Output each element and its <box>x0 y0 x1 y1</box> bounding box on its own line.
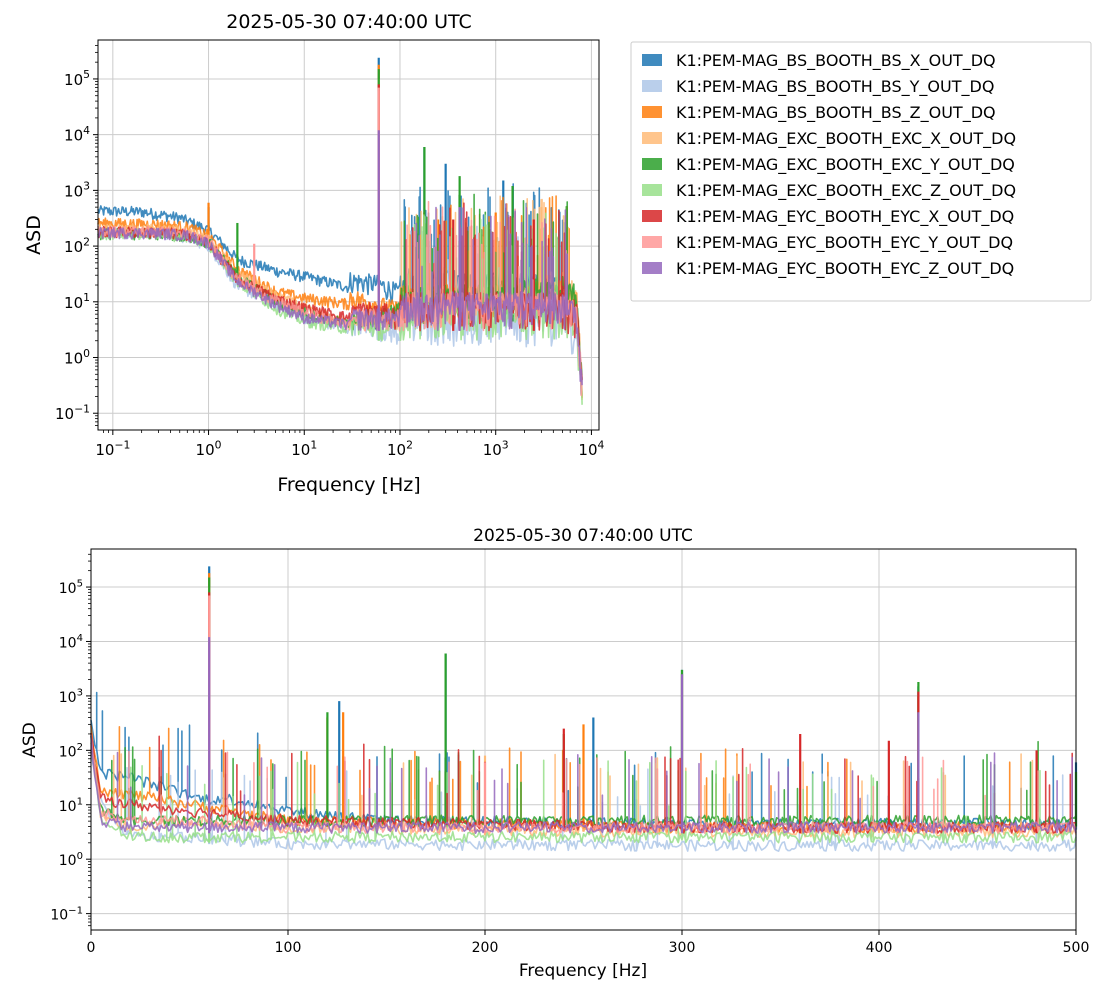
bottom-chart-y-ticks: 10−1 100 101 102 103 104 105 <box>50 553 91 927</box>
bottom-chart-x-ticks: 0 100 200 300 400 500 <box>87 930 1090 956</box>
legend-swatch <box>642 210 662 222</box>
top-chart: 2025-05-30 07:40:00 UTC 10−1 100 101 102 103… <box>23 11 605 496</box>
x-tick-label: 101 <box>291 438 317 459</box>
y-tick-label: 105 <box>59 579 83 597</box>
top-chart-xlabel: Frequency [Hz] <box>277 474 420 496</box>
y-tick-label: 101 <box>64 291 90 312</box>
legend-swatch <box>642 54 662 66</box>
top-chart-y-ticks: 10−1 100 101 102 103 104 105 <box>55 44 98 426</box>
top-chart-grid <box>98 40 599 430</box>
series-line <box>97 203 583 386</box>
legend-label: K1:PEM-MAG_BS_BOOTH_BS_X_OUT_DQ <box>676 51 996 71</box>
y-tick-label: 101 <box>59 796 83 814</box>
y-tick-label: 102 <box>64 235 90 256</box>
x-tick-label: 0 <box>87 940 96 956</box>
top-chart-title: 2025-05-30 07:40:00 UTC <box>226 11 472 33</box>
series-line <box>90 735 1077 834</box>
legend-swatch <box>642 132 662 144</box>
y-tick-label: 103 <box>64 180 90 201</box>
x-tick-label: 10−1 <box>95 438 130 459</box>
legend-label: K1:PEM-MAG_BS_BOOTH_BS_Y_OUT_DQ <box>676 77 994 97</box>
series-line <box>90 742 1077 844</box>
y-tick-label: 103 <box>59 688 83 706</box>
bottom-chart-xlabel: Frequency [Hz] <box>519 961 647 981</box>
y-tick-label: 104 <box>59 633 83 651</box>
legend-swatch <box>642 184 662 196</box>
bottom-chart-ylabel: ASD <box>20 722 40 758</box>
x-tick-label: 200 <box>472 940 499 956</box>
x-tick-label: 400 <box>866 940 893 956</box>
x-tick-label: 104 <box>578 438 604 459</box>
bottom-chart-title: 2025-05-30 07:40:00 UTC <box>473 526 693 546</box>
legend-frame <box>630 41 1092 302</box>
y-tick-label: 102 <box>59 742 83 760</box>
legend-label: K1:PEM-MAG_EXC_BOOTH_EXC_Y_OUT_DQ <box>676 155 1015 175</box>
x-tick-label: 300 <box>669 940 696 956</box>
x-tick-label: 100 <box>196 438 222 459</box>
top-chart-ylabel: ASD <box>23 215 45 255</box>
legend-swatch <box>642 236 662 248</box>
y-tick-label: 100 <box>64 347 90 368</box>
top-chart-series <box>97 57 583 405</box>
x-tick-label: 102 <box>387 438 413 459</box>
legend-swatch <box>642 262 662 274</box>
legend-label: K1:PEM-MAG_EYC_BOOTH_EYC_Z_OUT_DQ <box>676 259 1014 279</box>
series-line <box>90 725 1077 834</box>
legend-swatch <box>642 80 662 92</box>
top-chart-x-ticks: 10−1 100 101 102 103 104 <box>95 430 605 459</box>
y-tick-label: 10−1 <box>50 905 83 923</box>
y-tick-label: 10−1 <box>55 402 90 423</box>
legend-label: K1:PEM-MAG_EYC_BOOTH_EYC_X_OUT_DQ <box>676 207 1014 227</box>
legend-swatch <box>642 106 662 118</box>
y-tick-label: 100 <box>59 851 83 869</box>
legend: K1:PEM-MAG_BS_BOOTH_BS_X_OUT_DQ K1:PEM-MA… <box>630 41 1092 302</box>
x-tick-label: 100 <box>275 940 302 956</box>
x-tick-label: 500 <box>1063 940 1090 956</box>
legend-label: K1:PEM-MAG_BS_BOOTH_BS_Z_OUT_DQ <box>676 103 996 123</box>
top-chart-frame <box>97 39 600 431</box>
legend-label: K1:PEM-MAG_EXC_BOOTH_EXC_Z_OUT_DQ <box>676 181 1016 201</box>
bottom-chart-frame <box>90 548 1077 931</box>
legend-items: K1:PEM-MAG_BS_BOOTH_BS_X_OUT_DQ K1:PEM-MA… <box>642 51 1016 279</box>
bottom-chart: 2025-05-30 07:40:00 UTC 0 100 200 300 400 500… <box>20 526 1089 981</box>
y-tick-label: 105 <box>64 68 90 89</box>
x-tick-label: 103 <box>483 438 509 459</box>
bottom-chart-series <box>90 566 1078 852</box>
legend-label: K1:PEM-MAG_EYC_BOOTH_EYC_Y_OUT_DQ <box>676 233 1013 253</box>
legend-swatch <box>642 158 662 170</box>
y-tick-label: 104 <box>64 124 90 145</box>
legend-label: K1:PEM-MAG_EXC_BOOTH_EXC_X_OUT_DQ <box>676 129 1016 149</box>
